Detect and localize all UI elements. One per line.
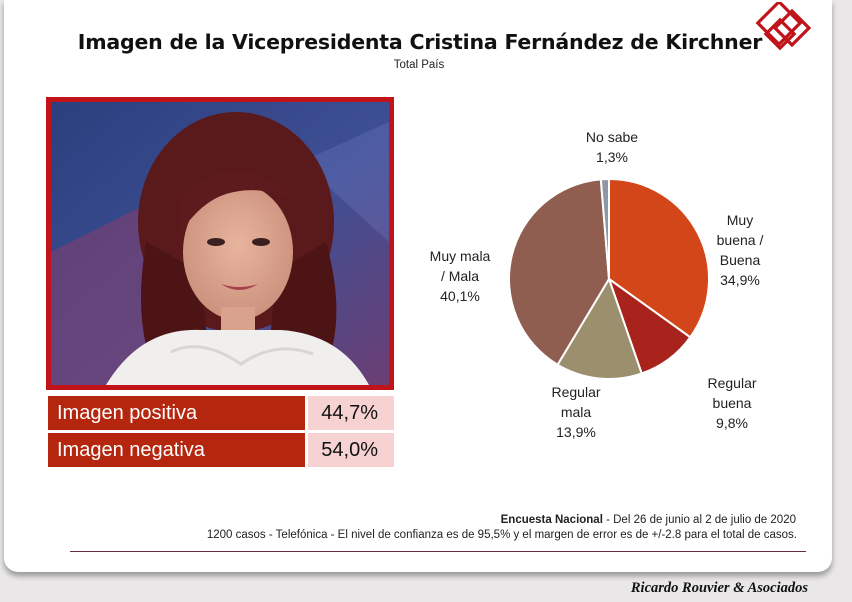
- pie-slice-muy-mala-mala: [508, 178, 611, 367]
- survey-method: 1200 casos - Telefónica - El nivel de co…: [206, 529, 797, 541]
- pie-label-line: buena /: [716, 232, 764, 248]
- survey-name: Encuesta Nacional: [500, 514, 603, 526]
- survey-info: Encuesta Nacional - Del 26 de junio al 2…: [4, 514, 796, 526]
- pie-label-line: Buena: [719, 252, 761, 268]
- summary-label: Imagen negativa: [48, 433, 305, 467]
- slide: Imagen de la Vicepresidenta Cristina Fer…: [4, 0, 832, 572]
- footer-divider: [70, 551, 806, 552]
- brand-name: Ricardo Rouvier & Asociados: [630, 580, 808, 596]
- pie-label-regular-mala: Regular mala 13,9%: [532, 382, 620, 442]
- page-title: Imagen de la Vicepresidenta Cristina Fer…: [77, 30, 763, 54]
- pie-label-line: No sabe: [585, 129, 639, 145]
- pie-label-muy-mala: Muy mala / Mala 40,1%: [420, 246, 500, 306]
- pie-slice-regular-mala: [556, 276, 643, 380]
- pie-label-line: mala: [560, 404, 592, 420]
- pie-label-line: 13,9%: [556, 424, 596, 440]
- pie-label-line: Regular: [551, 384, 601, 400]
- portrait-photo: [46, 97, 394, 390]
- pie-label-line: 9,8%: [716, 415, 748, 431]
- pie-label-line: 40,1%: [440, 288, 480, 304]
- pie-label-line: Muy: [726, 212, 754, 228]
- summary-value: 44,7%: [308, 396, 394, 430]
- pie-slice-muy-buena-buena: [608, 177, 710, 339]
- pie-label-line: Muy mala: [429, 248, 491, 264]
- survey-dates: - Del 26 de junio al 2 de julio de 2020: [602, 514, 796, 526]
- pie-label-line: buena: [712, 395, 752, 411]
- pie-label-line: / Mala: [440, 268, 480, 284]
- summary-label: Imagen positiva: [48, 396, 305, 430]
- pie-chart: [508, 177, 710, 380]
- pie-label-muy-buena: Muy buena / Buena 34,9%: [700, 210, 780, 290]
- pie-label-no-sabe: No sabe 1,3%: [572, 127, 652, 167]
- company-logo-icon: [755, 2, 812, 51]
- page-subtitle: Total País: [393, 59, 445, 71]
- pie-slice-no-sabe: [599, 177, 610, 280]
- pie-label-line: 34,9%: [720, 272, 760, 288]
- pie-label-regular-buena: Regular buena 9,8%: [688, 373, 776, 433]
- summary-value: 54,0%: [308, 433, 394, 467]
- pie-label-line: Regular: [707, 375, 757, 391]
- pie-label-line: 1,3%: [596, 149, 628, 165]
